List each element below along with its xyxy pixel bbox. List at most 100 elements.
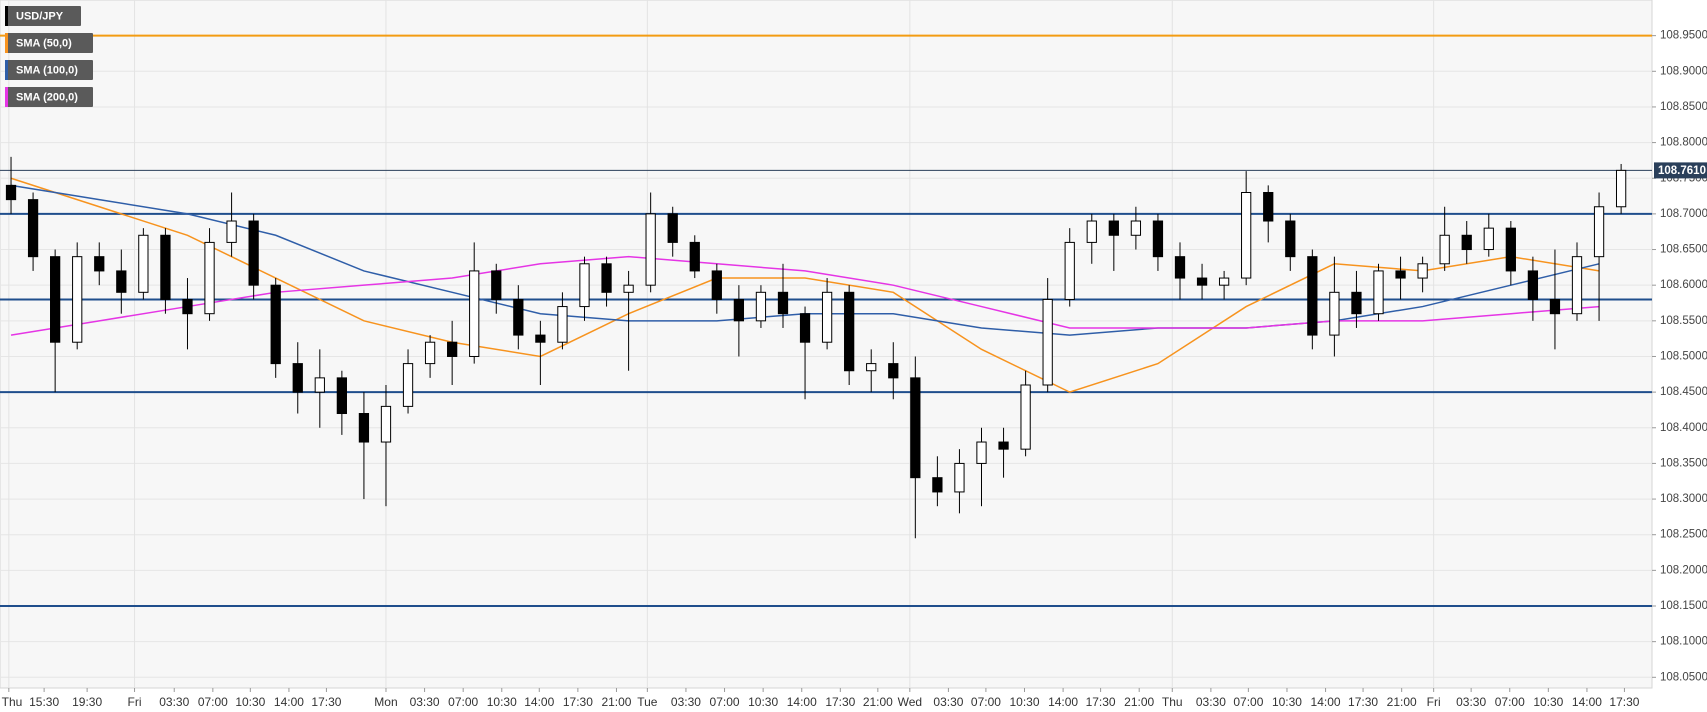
candle-body [623,284,634,293]
candle-body [292,363,303,393]
x-tick-label: 10:30 [487,695,517,709]
x-tick-label: 07:00 [448,695,478,709]
x-tick-label: 21:00 [601,695,631,709]
x-tick-label: 03:30 [933,695,963,709]
x-tick-label: 14:00 [274,695,304,709]
y-tick-label: 108.7000 [1660,208,1707,220]
x-tick-label: 14:00 [1311,695,1341,709]
legend-swatch [5,60,8,80]
candle-body [182,298,193,315]
candle-body [336,377,348,415]
candle-body [866,363,877,372]
candle-body [358,413,370,443]
x-tick-label: 14:00 [1572,695,1602,709]
candle-body [711,270,722,300]
candle-body [1152,220,1164,258]
candle-body [535,334,546,343]
x-tick-label: 07:00 [1495,695,1525,709]
candle-body [204,241,215,315]
x-tick-label: 17:30 [1609,695,1639,709]
x-tick-label: 03:30 [671,695,701,709]
y-tick-label: 108.1000 [1660,636,1707,648]
x-tick-label: 03:30 [159,695,189,709]
x-tick-label: 10:30 [1533,695,1563,709]
x-tick-label: 15:30 [29,695,59,709]
candle-body [579,263,590,308]
x-tick-label: 17:30 [563,695,593,709]
x-tick-label: 07:00 [1233,695,1263,709]
x-tick-label: 14:00 [1048,695,1078,709]
x-tick-label: Wed [898,695,922,709]
candle-body [1042,298,1053,386]
candle-body [1174,256,1186,279]
x-tick-label: 03:30 [1456,695,1486,709]
candle-body [160,234,171,300]
x-tick-label: 10:30 [1009,695,1039,709]
x-tick-label: 10:30 [1272,695,1302,709]
x-tick-label: 17:30 [1086,695,1116,709]
y-tick-label: 108.9000 [1660,65,1707,77]
candle-body [557,306,568,343]
candle-body [138,234,149,293]
x-tick-label: 21:00 [1124,695,1154,709]
candle-body [733,298,745,322]
candle-body [1285,220,1296,258]
candle-body [72,256,83,343]
candle-body [976,441,987,464]
legend-swatch [5,87,8,107]
candle-body [270,284,281,365]
x-tick-label: Fri [128,695,142,709]
x-tick-label: 21:00 [863,695,893,709]
candle-body [1086,220,1097,243]
x-tick-label: 07:00 [198,695,228,709]
y-tick-label: 108.4000 [1660,422,1707,434]
x-tick-label: Fri [1427,695,1441,709]
y-tick-label: 108.4500 [1660,386,1707,398]
last-price-label: 108.7610 [1658,165,1706,177]
x-tick-label: Thu [2,695,23,709]
legend-swatch [5,6,8,26]
candle-body [645,213,656,286]
x-tick-label: 03:30 [410,695,440,709]
legend-box [5,33,93,53]
candle-body [491,270,502,300]
legend-label: SMA (50,0) [16,37,72,49]
legend-box [5,87,93,107]
y-tick-label: 108.3500 [1660,457,1707,469]
candle-body [402,363,414,407]
candle-body [314,377,325,393]
candle-body [1351,291,1362,315]
candle-body [1307,256,1318,336]
candle-body [116,270,127,293]
x-tick-label: 17:30 [311,695,341,709]
candle-body [94,256,105,272]
candle-body [799,313,811,343]
y-tick-label: 108.3000 [1660,493,1707,505]
candle-body [1329,291,1340,336]
candle-body [910,377,921,479]
x-tick-label: 21:00 [1387,695,1417,709]
legend-label: USD/JPY [16,10,64,22]
candle-body [1130,220,1142,236]
candle-body [1241,191,1252,279]
candle-body [1571,256,1583,315]
x-tick-label: 14:00 [524,695,554,709]
candle-body [447,341,458,357]
y-tick-label: 108.9500 [1660,30,1707,42]
x-tick-label: 07:00 [971,695,1001,709]
legend-swatch [5,33,8,53]
candle-body [932,477,943,493]
candle-body [513,298,524,336]
legend-box [5,6,81,26]
candle-body [1483,227,1494,251]
candle-body [226,220,237,243]
candle-body [1527,270,1539,300]
candle-body [998,441,1009,450]
x-tick-label: Tue [637,695,658,709]
candle-body [1593,206,1605,258]
candle-body [777,291,789,315]
x-tick-label: 17:30 [1348,695,1378,709]
candle-body [1196,277,1208,286]
candle-body [1461,234,1472,251]
